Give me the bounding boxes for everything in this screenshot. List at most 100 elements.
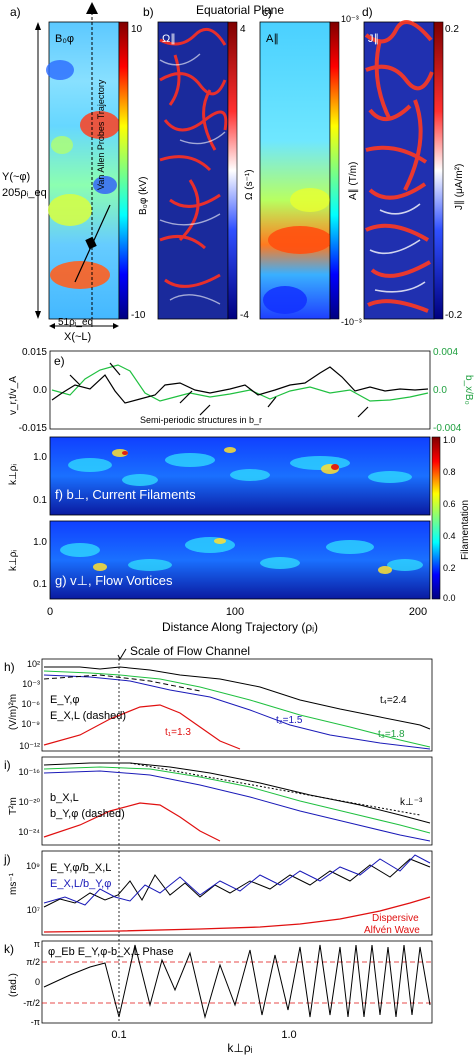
panel-a-letter: a) <box>10 5 21 19</box>
wavelet-xtick-200: 200 <box>409 606 427 618</box>
panel-i-ytick-1: 10⁻²⁰ <box>19 797 41 807</box>
panel-d-cbar-max: 0.2 <box>445 24 459 35</box>
flow-channel-label: Scale of Flow Channel <box>130 645 250 658</box>
cbar-tick-1.0: 1.0 <box>443 435 456 445</box>
panel-j-letter: j) <box>3 852 11 866</box>
panel-k-ytick-mpi: -π <box>31 1017 40 1027</box>
y-extent-label: 205ρᵢ_eq <box>2 187 47 199</box>
panel-g-map <box>49 520 431 600</box>
panel-b-cbar-max: 4 <box>240 24 246 35</box>
panel-a-cbar-max: 10 <box>131 24 143 35</box>
panel-a-cbar-label: B₀φ (kV) <box>138 177 149 215</box>
panel-i-axes <box>41 756 433 846</box>
panel-h-ytick-1: 10⁻³ <box>22 679 40 689</box>
spectra-xlabel: k⊥ρᵢ <box>227 1041 252 1055</box>
panel-h-ylabel: (V/m)²m <box>8 694 19 730</box>
panel-i-ytick-0: 10⁻¹⁶ <box>19 767 41 777</box>
panel-a-map <box>46 21 120 320</box>
spectra-panels: Scale of Flow Channel h) (V/m)²m 10² 10⁻… <box>3 645 433 1055</box>
panel-d-map <box>363 20 435 320</box>
panel-d-cbar-label: J∥ (μA/m²) <box>454 164 465 210</box>
panel-f-ylabel: k⊥ρᵢ <box>8 464 19 485</box>
panel-h-ytick-4: 10⁻¹² <box>19 741 40 751</box>
y-down-arrowhead-icon <box>35 311 41 319</box>
y-axis-label: Y(~φ) <box>2 171 30 183</box>
panel-c-cbar-min: -10⁻³ <box>341 317 362 327</box>
panel-i-legend-solid: b_X,L <box>50 792 79 804</box>
panel-h-legend-solid: E_Y,φ <box>50 694 80 706</box>
panel-e-letter: e) <box>54 354 65 368</box>
panel-e-black-curve <box>51 366 429 404</box>
panel-h-time-1: t₁=1.3 <box>165 727 191 738</box>
panel-d-colorbar <box>433 21 444 320</box>
panel-k-axes <box>41 940 433 1024</box>
panel-j-ytick-1: 10⁷ <box>27 905 40 915</box>
panel-e-annotation: Semi-periodic structures in b_r <box>140 415 262 425</box>
trajectory-label: Van Allen Probes Trajectory <box>96 79 106 190</box>
x-axis-label: X(~L) <box>64 331 91 343</box>
panel-e-right-tick-mid: 0.0 <box>433 385 447 396</box>
panel-g-ytick-0.1: 0.1 <box>33 579 47 590</box>
panel-j-axes <box>41 850 433 936</box>
cbar-tick-0.6: 0.6 <box>443 499 456 509</box>
figure-title: Equatorial Plane <box>196 3 284 17</box>
panel-b-cbar-min: -4 <box>240 310 249 321</box>
panel-h-ytick-2: 10⁻⁶ <box>22 699 41 709</box>
panel-e-left-tick-bot: -0.015 <box>19 423 48 434</box>
panel-j-ylabel: ms⁻¹ <box>8 872 19 895</box>
panel-b-map <box>157 21 229 320</box>
cbar-tick-0.0: 0.0 <box>443 593 456 603</box>
panel-c-letter: c) <box>262 5 272 19</box>
panel-d-letter: d) <box>362 5 373 19</box>
panel-i-slope-label: k⊥⁻³ <box>400 797 423 808</box>
equatorial-maps: Equatorial Plane a) B₀φ Van Allen Probes… <box>2 2 465 343</box>
panel-f-ytick-1: 1.0 <box>33 452 47 463</box>
panel-k-ylabel: (rad.) <box>8 973 19 997</box>
trajectory-arrow-icon <box>86 2 98 14</box>
panel-i-letter: i) <box>4 758 11 772</box>
panel-h-ytick-0: 10² <box>27 659 40 669</box>
wavelet-xtick-0: 0 <box>47 606 53 618</box>
cbar-tick-0.4: 0.4 <box>443 531 456 541</box>
panel-e-left-tick-top: 0.015 <box>22 347 47 358</box>
panel-h-legend-dashed: E_X,L (dashed) <box>50 710 126 722</box>
panel-a-field-label: B₀φ <box>55 33 74 45</box>
panel-j-legend-1: E_Y,φ/b_X,L <box>50 862 111 874</box>
y-up-arrowhead-icon <box>35 22 41 30</box>
panel-c-colorbar <box>329 21 340 320</box>
panel-b-field-label: Ω∥ <box>162 33 176 45</box>
panel-h-time-2: t₂=1.5 <box>276 715 303 726</box>
panel-c-map <box>259 21 332 320</box>
panel-f-map <box>49 436 431 516</box>
panel-k-ytick-mpi2: -π/2 <box>23 998 40 1008</box>
panel-h-time-4: t₄=2.4 <box>380 695 407 706</box>
panel-g-ylabel: k⊥ρᵢ <box>8 550 19 571</box>
panel-h-letter: h) <box>4 660 15 674</box>
panel-i-ylabel: T²m <box>8 797 19 815</box>
filamentation-label: Filamentation <box>460 500 471 560</box>
panel-e-right-tick-top: 0.004 <box>433 347 458 358</box>
x-right-arrowhead-icon <box>113 323 119 329</box>
panel-c-cbar-max: 10⁻³ <box>341 14 359 24</box>
panel-e-green-curve <box>51 364 429 402</box>
panel-b-letter: b) <box>143 5 154 19</box>
panel-b-colorbar <box>227 21 238 320</box>
panel-e-arrows <box>69 362 369 418</box>
panel-a-cbar-min: -10 <box>131 310 146 321</box>
x-left-arrowhead-icon <box>49 323 55 329</box>
panel-e-timeseries: e) 0.015 0.0 -0.015 0.004 0.0 -0.004 v_r… <box>8 347 474 434</box>
panel-g-label: g) v⊥, Flow Vortices <box>55 573 173 588</box>
spectra-xtick-0.1: 0.1 <box>111 1029 126 1041</box>
panel-h-ytick-3: 10⁻⁹ <box>21 719 40 729</box>
panel-i-legend-dashed: b_Y,φ (dashed) <box>50 808 125 820</box>
panel-g-ytick-1: 1.0 <box>33 537 47 548</box>
panel-e-left-ylabel: v_r,t/v_A <box>8 376 19 415</box>
panel-k-ytick-pi2: π/2 <box>26 957 40 967</box>
panel-k-letter: k) <box>4 942 14 956</box>
panel-j-model-label-1: Dispersive <box>372 913 419 924</box>
panel-c-cbar-label: A∥ (T/m) <box>348 162 359 200</box>
panel-h-time-3: t₃=1.8 <box>378 729 405 740</box>
panel-j-model-label-2: Alfvén Wave <box>364 925 420 936</box>
panel-h-axes <box>41 658 433 752</box>
spectra-xtick-1.0: 1.0 <box>281 1029 296 1041</box>
